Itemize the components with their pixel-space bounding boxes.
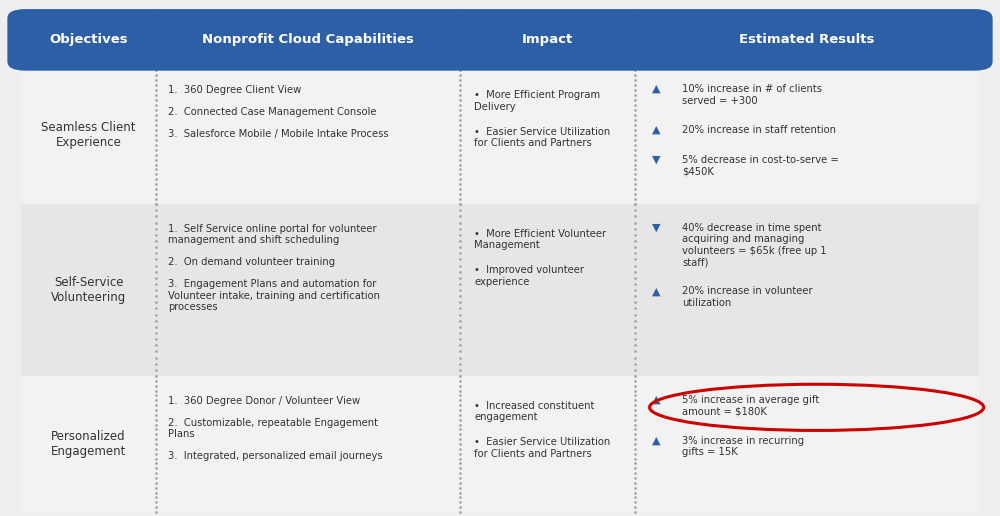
FancyBboxPatch shape	[21, 66, 979, 204]
Text: 5% decrease in cost-to-serve =
$450K: 5% decrease in cost-to-serve = $450K	[682, 155, 839, 176]
Text: ▼: ▼	[652, 222, 661, 233]
Text: ▲: ▲	[652, 395, 661, 405]
Text: 40% decrease in time spent
acquiring and managing
volunteers = $65k (free up 1
s: 40% decrease in time spent acquiring and…	[682, 222, 827, 267]
Text: Self-Service
Volunteering: Self-Service Volunteering	[51, 276, 126, 304]
Text: •  More Efficient Program
Delivery: • More Efficient Program Delivery	[474, 90, 600, 112]
Text: Personalized
Engagement: Personalized Engagement	[51, 430, 126, 458]
Text: •  Increased constituent
engagement: • Increased constituent engagement	[474, 401, 594, 422]
FancyBboxPatch shape	[446, 9, 649, 71]
Text: ▲: ▲	[652, 84, 661, 94]
Text: Nonprofit Cloud Capabilities: Nonprofit Cloud Capabilities	[202, 34, 414, 46]
Text: Estimated Results: Estimated Results	[739, 34, 874, 46]
Text: •  Improved volunteer
experience: • Improved volunteer experience	[474, 265, 584, 287]
Text: ▲: ▲	[652, 436, 661, 446]
Text: 2.  Customizable, repeatable Engagement
Plans: 2. Customizable, repeatable Engagement P…	[168, 417, 378, 439]
Text: 2.  On demand volunteer training: 2. On demand volunteer training	[168, 257, 335, 267]
Text: Objectives: Objectives	[49, 34, 128, 46]
Text: •  More Efficient Volunteer
Management: • More Efficient Volunteer Management	[474, 229, 606, 250]
FancyBboxPatch shape	[621, 9, 993, 71]
Text: •  Easier Service Utilization
for Clients and Partners: • Easier Service Utilization for Clients…	[474, 126, 610, 148]
FancyBboxPatch shape	[21, 204, 979, 376]
Text: 5% increase in average gift
amount = $180K: 5% increase in average gift amount = $18…	[682, 395, 820, 416]
Text: 1.  360 Degree Donor / Volunteer View: 1. 360 Degree Donor / Volunteer View	[168, 396, 360, 406]
Text: 3.  Engagement Plans and automation for
Volunteer intake, training and certifica: 3. Engagement Plans and automation for V…	[168, 279, 380, 312]
FancyBboxPatch shape	[142, 9, 474, 71]
Text: 3% increase in recurring
gifts = 15K: 3% increase in recurring gifts = 15K	[682, 436, 805, 457]
Text: 3.  Salesforce Mobile / Mobile Intake Process: 3. Salesforce Mobile / Mobile Intake Pro…	[168, 129, 389, 139]
Text: 20% increase in volunteer
utilization: 20% increase in volunteer utilization	[682, 286, 813, 308]
Text: Impact: Impact	[522, 34, 573, 46]
Text: 1.  360 Degree Client View: 1. 360 Degree Client View	[168, 85, 301, 95]
Text: 2.  Connected Case Management Console: 2. Connected Case Management Console	[168, 107, 376, 117]
Text: 10% increase in # of clients
served = +300: 10% increase in # of clients served = +3…	[682, 84, 822, 106]
FancyBboxPatch shape	[7, 9, 170, 71]
Text: ▼: ▼	[652, 155, 661, 165]
Text: •  Easier Service Utilization
for Clients and Partners: • Easier Service Utilization for Clients…	[474, 437, 610, 459]
Text: ▲: ▲	[652, 286, 661, 296]
Text: ▲: ▲	[652, 125, 661, 135]
Text: 3.  Integrated, personalized email journeys: 3. Integrated, personalized email journe…	[168, 451, 383, 461]
Text: 20% increase in staff retention: 20% increase in staff retention	[682, 125, 836, 135]
Text: Seamless Client
Experience: Seamless Client Experience	[41, 121, 136, 149]
FancyBboxPatch shape	[21, 376, 979, 512]
Text: 1.  Self Service online portal for volunteer
management and shift scheduling: 1. Self Service online portal for volunt…	[168, 223, 377, 245]
